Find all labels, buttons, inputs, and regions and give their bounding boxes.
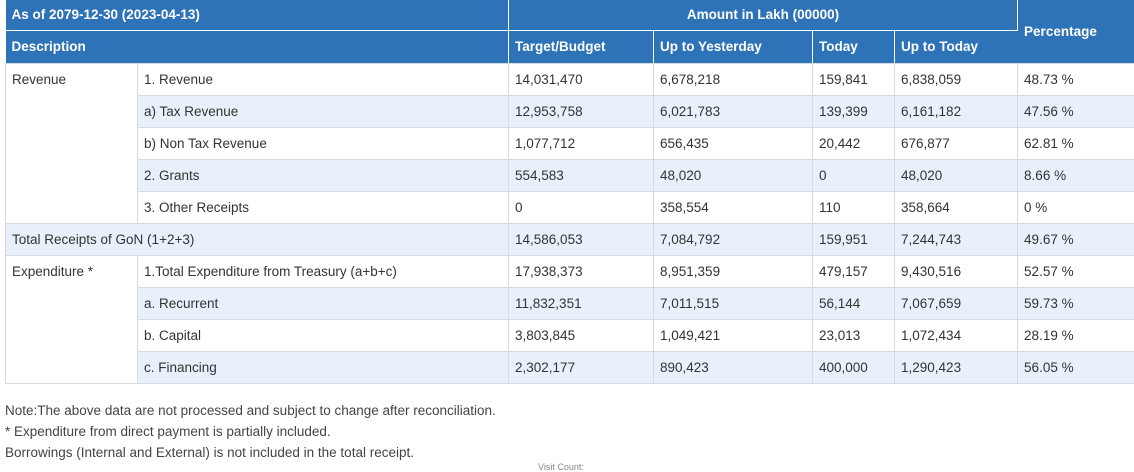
cell-up-to-today: 9,430,516 [895, 255, 1018, 287]
cell-target: 14,586,053 [509, 223, 654, 255]
cell-today: 159,841 [813, 63, 895, 95]
col-up-to-today: Up to Today [895, 30, 1018, 63]
cell-up-to-yesterday: 890,423 [654, 351, 813, 383]
row-label: 1. Revenue [138, 63, 509, 95]
financial-summary-table: As of 2079-12-30 (2023-04-13) Amount in … [5, 0, 1134, 384]
cell-target: 14,031,470 [509, 63, 654, 95]
cell-today: 0 [813, 159, 895, 191]
table-row-non-tax-revenue: b) Non Tax Revenue 1,077,712 656,435 20,… [6, 127, 1134, 159]
cell-up-to-today: 48,020 [895, 159, 1018, 191]
cell-percentage: 62.81 % [1018, 127, 1134, 159]
cell-up-to-yesterday: 48,020 [654, 159, 813, 191]
visit-count-label: Visit Count: [538, 462, 584, 472]
cell-percentage: 0 % [1018, 191, 1134, 223]
cell-up-to-yesterday: 7,084,792 [654, 223, 813, 255]
cell-target: 554,583 [509, 159, 654, 191]
table-row-grants: 2. Grants 554,583 48,020 0 48,020 8.66 % [6, 159, 1134, 191]
cell-percentage: 47.56 % [1018, 95, 1134, 127]
col-description: Description [6, 30, 509, 63]
cell-target: 17,938,373 [509, 255, 654, 287]
cell-up-to-yesterday: 1,049,421 [654, 319, 813, 351]
row-label: 1.Total Expenditure from Treasury (a+b+c… [138, 255, 509, 287]
cell-up-to-today: 7,067,659 [895, 287, 1018, 319]
cell-percentage: 48.73 % [1018, 63, 1134, 95]
row-label: Total Receipts of GoN (1+2+3) [6, 223, 509, 255]
cell-today: 400,000 [813, 351, 895, 383]
cell-today: 56,144 [813, 287, 895, 319]
table-row-tax-revenue: a) Tax Revenue 12,953,758 6,021,783 139,… [6, 95, 1134, 127]
cell-today: 139,399 [813, 95, 895, 127]
cell-percentage: 56.05 % [1018, 351, 1134, 383]
row-label: a) Tax Revenue [138, 95, 509, 127]
row-label: 3. Other Receipts [138, 191, 509, 223]
cell-percentage: 59.73 % [1018, 287, 1134, 319]
row-label: b. Capital [138, 319, 509, 351]
cell-today: 110 [813, 191, 895, 223]
table-row-capital: b. Capital 3,803,845 1,049,421 23,013 1,… [6, 319, 1134, 351]
cell-today: 20,442 [813, 127, 895, 159]
table-row-other-receipts: 3. Other Receipts 0 358,554 110 358,664 … [6, 191, 1134, 223]
as-of-date: As of 2079-12-30 (2023-04-13) [6, 0, 509, 30]
table-row-revenue: Revenue 1. Revenue 14,031,470 6,678,218 … [6, 63, 1134, 95]
group-label-expenditure: Expenditure * [6, 255, 138, 383]
cell-up-to-yesterday: 6,021,783 [654, 95, 813, 127]
cell-up-to-today: 358,664 [895, 191, 1018, 223]
cell-up-to-yesterday: 6,678,218 [654, 63, 813, 95]
table-row-total-expenditure: Expenditure * 1.Total Expenditure from T… [6, 255, 1134, 287]
cell-today: 23,013 [813, 319, 895, 351]
cell-target: 0 [509, 191, 654, 223]
header-row-columns: Description Target/Budget Up to Yesterda… [6, 30, 1134, 63]
note-borrowings: Borrowings (Internal and External) is no… [5, 442, 496, 463]
table-row-recurrent: a. Recurrent 11,832,351 7,011,515 56,144… [6, 287, 1134, 319]
notes-section: Note:The above data are not processed an… [5, 400, 496, 463]
table-row-financing: c. Financing 2,302,177 890,423 400,000 1… [6, 351, 1134, 383]
col-up-to-yesterday: Up to Yesterday [654, 30, 813, 63]
table-row-total-receipts: Total Receipts of GoN (1+2+3) 14,586,053… [6, 223, 1134, 255]
header-row-top: As of 2079-12-30 (2023-04-13) Amount in … [6, 0, 1134, 30]
note-direct-payment: * Expenditure from direct payment is par… [5, 421, 496, 442]
cell-up-to-yesterday: 8,951,359 [654, 255, 813, 287]
cell-up-to-today: 6,838,059 [895, 63, 1018, 95]
row-label: c. Financing [138, 351, 509, 383]
cell-percentage: 8.66 % [1018, 159, 1134, 191]
cell-up-to-today: 6,161,182 [895, 95, 1018, 127]
cell-up-to-today: 7,244,743 [895, 223, 1018, 255]
group-label-revenue: Revenue [6, 63, 138, 223]
cell-target: 12,953,758 [509, 95, 654, 127]
row-label: b) Non Tax Revenue [138, 127, 509, 159]
cell-target: 11,832,351 [509, 287, 654, 319]
amount-unit-header: Amount in Lakh (00000) [509, 0, 1018, 30]
note-reconciliation: Note:The above data are not processed an… [5, 400, 496, 421]
cell-percentage: 28.19 % [1018, 319, 1134, 351]
cell-up-to-today: 1,290,423 [895, 351, 1018, 383]
cell-percentage: 52.57 % [1018, 255, 1134, 287]
row-label: 2. Grants [138, 159, 509, 191]
cell-percentage: 49.67 % [1018, 223, 1134, 255]
col-target-budget: Target/Budget [509, 30, 654, 63]
cell-today: 159,951 [813, 223, 895, 255]
cell-up-to-today: 1,072,434 [895, 319, 1018, 351]
cell-today: 479,157 [813, 255, 895, 287]
row-label: a. Recurrent [138, 287, 509, 319]
col-percentage: Percentage [1018, 0, 1134, 63]
cell-target: 3,803,845 [509, 319, 654, 351]
cell-up-to-yesterday: 7,011,515 [654, 287, 813, 319]
cell-target: 2,302,177 [509, 351, 654, 383]
cell-target: 1,077,712 [509, 127, 654, 159]
cell-up-to-today: 676,877 [895, 127, 1018, 159]
cell-up-to-yesterday: 656,435 [654, 127, 813, 159]
col-today: Today [813, 30, 895, 63]
cell-up-to-yesterday: 358,554 [654, 191, 813, 223]
